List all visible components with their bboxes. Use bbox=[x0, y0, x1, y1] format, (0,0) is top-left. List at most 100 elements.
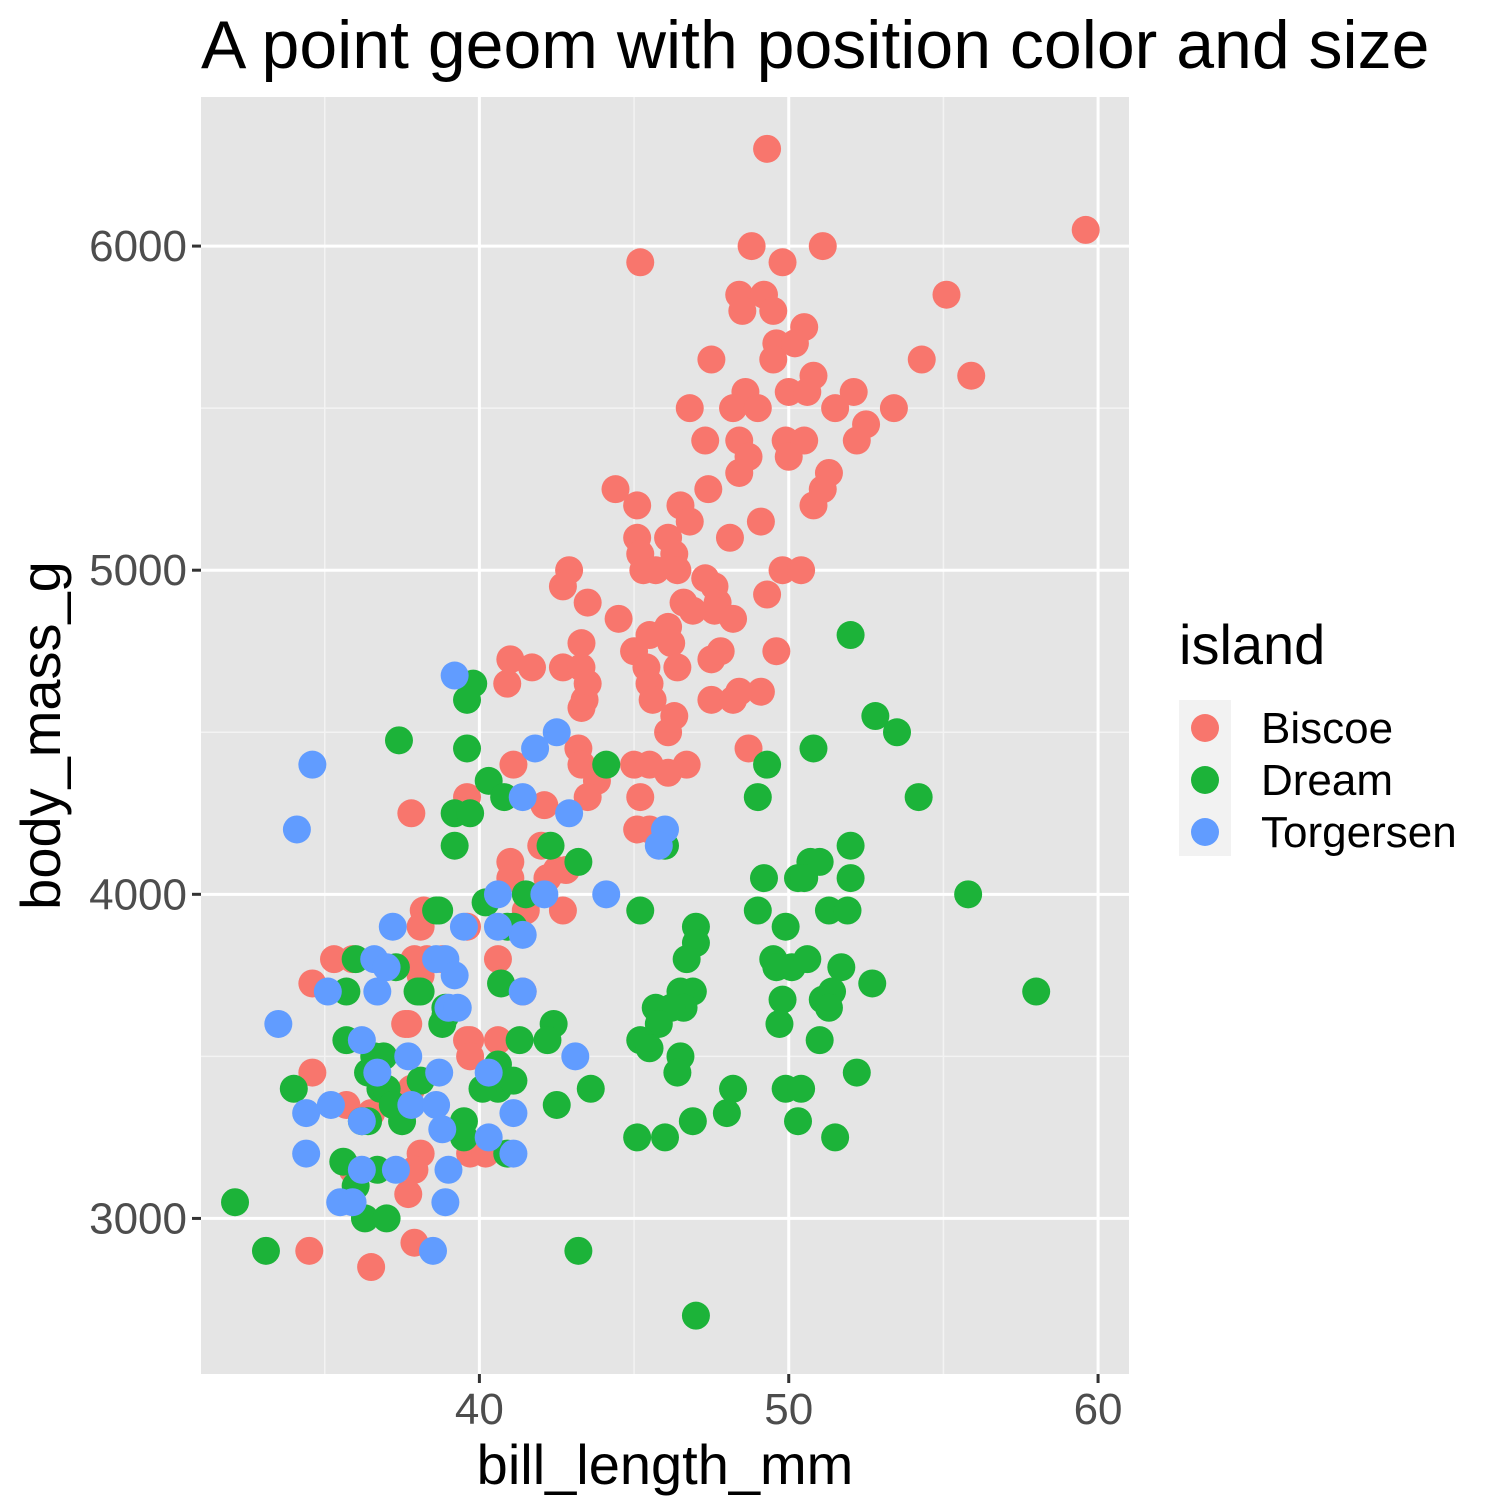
data-point-biscoe bbox=[753, 134, 782, 163]
data-point-torgersen bbox=[363, 977, 392, 1006]
data-point-torgersen bbox=[378, 912, 407, 941]
data-point-biscoe bbox=[641, 556, 670, 585]
data-point-biscoe bbox=[678, 596, 707, 625]
data-point-dream bbox=[384, 726, 413, 755]
data-point-dream bbox=[743, 896, 772, 925]
data-point-dream bbox=[836, 831, 865, 860]
data-point-biscoe bbox=[957, 361, 986, 390]
data-point-torgersen bbox=[316, 1090, 345, 1119]
data-point-torgersen bbox=[474, 1058, 503, 1087]
data-point-dream bbox=[784, 1107, 813, 1136]
legend-key-dream bbox=[1191, 766, 1219, 794]
data-point-biscoe bbox=[728, 296, 757, 325]
data-point-biscoe bbox=[1071, 215, 1100, 244]
data-point-dream bbox=[678, 1107, 707, 1136]
data-point-dream bbox=[765, 1009, 794, 1038]
data-point-biscoe bbox=[397, 799, 426, 828]
data-point-biscoe bbox=[357, 1253, 386, 1282]
data-point-biscoe bbox=[573, 588, 602, 617]
data-point-dream bbox=[805, 1026, 834, 1055]
data-point-biscoe bbox=[499, 750, 528, 779]
data-point-biscoe bbox=[456, 1042, 485, 1071]
data-point-biscoe bbox=[808, 232, 837, 261]
data-point-torgersen bbox=[440, 961, 469, 990]
data-point-torgersen bbox=[372, 953, 401, 982]
data-point-dream bbox=[542, 1090, 571, 1119]
data-point-biscoe bbox=[601, 475, 630, 504]
data-point-biscoe bbox=[737, 232, 766, 261]
data-point-dream bbox=[749, 864, 778, 893]
data-point-torgersen bbox=[347, 1107, 376, 1136]
data-point-torgersen bbox=[381, 1155, 410, 1184]
chart-title: A point geom with position color and siz… bbox=[201, 7, 1429, 83]
data-point-dream bbox=[712, 1099, 741, 1128]
data-point-torgersen bbox=[644, 831, 673, 860]
data-point-biscoe bbox=[298, 1058, 327, 1087]
data-point-biscoe bbox=[719, 604, 748, 633]
x-axis-title: bill_length_mm bbox=[477, 1433, 854, 1496]
data-point-dream bbox=[904, 783, 933, 812]
data-point-torgersen bbox=[292, 1099, 321, 1128]
data-point-biscoe bbox=[821, 394, 850, 423]
data-point-biscoe bbox=[932, 280, 961, 309]
x-tick-label: 60 bbox=[1074, 1385, 1123, 1434]
data-point-torgersen bbox=[347, 1155, 376, 1184]
data-point-torgersen bbox=[483, 880, 512, 909]
data-point-torgersen bbox=[431, 1188, 460, 1217]
data-point-biscoe bbox=[780, 329, 809, 358]
minor-gridlines bbox=[201, 97, 1129, 1374]
data-point-torgersen bbox=[434, 1155, 463, 1184]
data-point-biscoe bbox=[604, 604, 633, 633]
data-point-dream bbox=[403, 977, 432, 1006]
data-point-biscoe bbox=[548, 572, 577, 601]
data-point-torgersen bbox=[338, 1188, 367, 1217]
legend-key-torgersen bbox=[1191, 818, 1219, 846]
data-point-dream bbox=[821, 1123, 850, 1152]
data-point-biscoe bbox=[734, 734, 763, 763]
data-point-torgersen bbox=[397, 1090, 426, 1119]
data-point-dream bbox=[644, 1009, 673, 1038]
data-point-dream bbox=[564, 847, 593, 876]
data-point-biscoe bbox=[517, 653, 546, 682]
legend-key-biscoe bbox=[1191, 714, 1219, 742]
data-point-biscoe bbox=[638, 685, 667, 714]
data-point-dream bbox=[836, 621, 865, 650]
data-point-biscoe bbox=[567, 693, 596, 722]
data-point-biscoe bbox=[746, 507, 775, 536]
data-point-torgersen bbox=[508, 977, 537, 1006]
data-point-torgersen bbox=[508, 920, 537, 949]
data-point-biscoe bbox=[496, 645, 525, 674]
data-point-dream bbox=[626, 896, 655, 925]
data-point-dream bbox=[221, 1188, 250, 1217]
data-point-biscoe bbox=[907, 345, 936, 374]
data-point-dream bbox=[453, 685, 482, 714]
data-point-biscoe bbox=[839, 377, 868, 406]
data-point-torgersen bbox=[443, 993, 472, 1022]
data-point-biscoe bbox=[626, 783, 655, 812]
data-point-torgersen bbox=[425, 1058, 454, 1087]
data-point-biscoe bbox=[774, 442, 803, 471]
data-point-biscoe bbox=[799, 491, 828, 520]
data-point-dream bbox=[635, 1034, 664, 1063]
data-point-dream bbox=[425, 896, 454, 925]
data-point-biscoe bbox=[759, 345, 788, 374]
data-point-dream bbox=[793, 945, 822, 974]
data-point-torgersen bbox=[282, 815, 311, 844]
data-point-dream bbox=[576, 1074, 605, 1103]
data-point-dream bbox=[533, 1026, 562, 1055]
legend-label-torgersen: Torgersen bbox=[1261, 808, 1457, 857]
data-point-dream bbox=[719, 1074, 748, 1103]
data-point-dream bbox=[663, 1058, 692, 1087]
axis-ticks bbox=[192, 244, 1100, 1383]
data-point-biscoe bbox=[654, 718, 683, 747]
data-point-torgersen bbox=[508, 783, 537, 812]
data-point-torgersen bbox=[313, 977, 342, 1006]
data-point-torgersen bbox=[440, 661, 469, 690]
data-point-dream bbox=[768, 985, 797, 1014]
data-point-torgersen bbox=[292, 1139, 321, 1168]
data-point-dream bbox=[372, 1204, 401, 1233]
data-point-torgersen bbox=[394, 1042, 423, 1071]
y-tick-label: 6000 bbox=[89, 222, 187, 271]
y-axis-title: body_mass_g bbox=[9, 561, 72, 910]
